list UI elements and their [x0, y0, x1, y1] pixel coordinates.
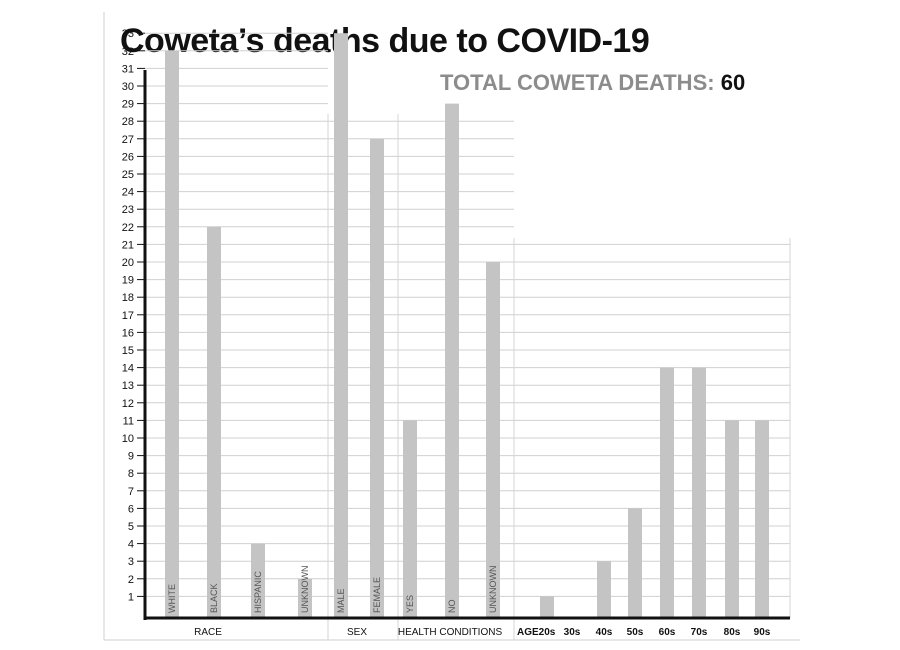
group-label: SEX: [347, 627, 367, 638]
bar: [540, 596, 554, 618]
y-tick-label: 15: [122, 345, 134, 357]
bar-label: YES: [405, 595, 415, 613]
y-tick-label: 22: [122, 222, 134, 234]
chart-title: Coweta’s deaths due to COVID-19: [120, 22, 650, 60]
bar: [725, 420, 739, 618]
group-label: HEALTH CONDITIONS: [398, 627, 503, 638]
bar-label: HISPANIC: [253, 571, 263, 613]
bar: [692, 367, 706, 618]
y-tick-label: 14: [122, 363, 134, 375]
y-tick-label: 1: [128, 591, 134, 603]
age-category-label: 20s: [539, 627, 556, 638]
age-category-label: 40s: [596, 627, 613, 638]
y-tick-label: 33: [122, 28, 134, 40]
age-category-label: 60s: [659, 627, 676, 638]
total-deaths-annotation: TOTAL COWETA DEATHS: 60: [440, 70, 745, 96]
total-deaths-label: TOTAL COWETA DEATHS:: [440, 70, 715, 95]
y-tick-label: 23: [122, 204, 134, 216]
bar-label: FEMALE: [372, 577, 382, 613]
bar: [403, 420, 417, 618]
bar-label: UNKNOWN: [300, 566, 310, 614]
age-category-label: 50s: [627, 627, 644, 638]
group-label: RACE: [194, 627, 222, 638]
y-tick-label: 20: [122, 257, 134, 269]
y-tick-label: 7: [128, 486, 134, 498]
group-label: AGE: [517, 627, 539, 638]
total-deaths-value: 60: [720, 70, 746, 95]
bar-label: WHITE: [167, 584, 177, 613]
bar: [597, 561, 611, 618]
age-category-label: 80s: [724, 627, 741, 638]
y-tick-label: 4: [128, 539, 134, 551]
bar: [207, 226, 221, 619]
y-tick-label: 24: [122, 187, 134, 199]
bar-label: MALE: [336, 588, 346, 613]
y-tick-label: 26: [122, 151, 134, 163]
y-tick-label: 13: [122, 380, 134, 392]
bar: [755, 420, 769, 618]
bar: [334, 33, 348, 618]
bar: [486, 262, 500, 618]
y-tick-label: 9: [128, 451, 134, 463]
y-tick-label: 18: [122, 292, 134, 304]
age-category-label: 30s: [564, 627, 581, 638]
y-tick-label: 28: [122, 116, 134, 128]
y-tick-label: 10: [122, 433, 134, 445]
y-tick-label: 30: [122, 81, 134, 93]
y-tick-label: 27: [122, 134, 134, 146]
bar-label: NO: [447, 600, 457, 614]
y-tick-label: 17: [122, 310, 134, 322]
y-tick-label: 19: [122, 275, 134, 287]
y-tick-label: 21: [122, 239, 134, 251]
y-tick-label: 32: [122, 46, 134, 58]
bar-label: UNKNOWN: [488, 566, 498, 614]
bar: [445, 103, 459, 619]
bar: [370, 138, 384, 619]
y-tick-label: 31: [122, 63, 134, 75]
age-category-label: 90s: [754, 627, 771, 638]
y-tick-label: 16: [122, 327, 134, 339]
bar: [628, 508, 642, 618]
y-tick-label: 2: [128, 574, 134, 586]
bar: [298, 578, 312, 618]
bar: [165, 50, 179, 619]
y-tick-label: 25: [122, 169, 134, 181]
y-tick-label: 8: [128, 468, 134, 480]
y-tick-label: 12: [122, 398, 134, 410]
y-tick-label: 6: [128, 503, 134, 515]
y-tick-label: 5: [128, 521, 134, 533]
y-tick-label: 29: [122, 99, 134, 111]
bar: [251, 543, 265, 618]
age-category-label: 70s: [691, 627, 708, 638]
bar: [660, 367, 674, 618]
y-tick-label: 3: [128, 556, 134, 568]
bar-label: BLACK: [209, 583, 219, 613]
y-tick-label: 11: [123, 415, 134, 427]
